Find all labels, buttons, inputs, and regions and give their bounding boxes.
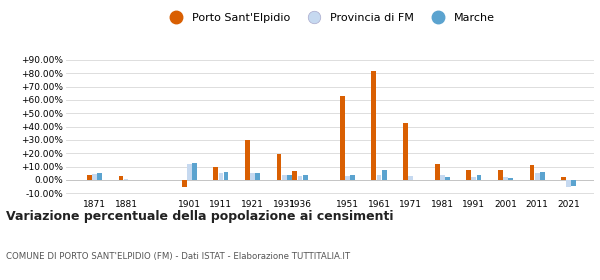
Bar bbox=[350, 175, 355, 180]
Bar bbox=[292, 171, 297, 180]
Bar bbox=[566, 180, 571, 187]
Bar bbox=[287, 175, 292, 180]
Bar bbox=[530, 165, 535, 180]
Bar bbox=[540, 172, 545, 180]
Bar bbox=[535, 173, 539, 180]
Bar bbox=[445, 177, 450, 180]
Bar bbox=[97, 173, 102, 180]
Bar bbox=[561, 177, 566, 180]
Bar bbox=[187, 164, 192, 180]
Bar bbox=[298, 176, 302, 180]
Bar bbox=[371, 71, 376, 180]
Bar bbox=[250, 173, 255, 180]
Bar bbox=[508, 178, 513, 180]
Bar bbox=[408, 176, 413, 180]
Bar bbox=[476, 175, 481, 180]
Bar bbox=[403, 123, 408, 180]
Bar bbox=[340, 96, 344, 180]
Bar bbox=[182, 180, 187, 187]
Bar bbox=[192, 163, 197, 180]
Bar bbox=[345, 176, 350, 180]
Legend: Porto Sant'Elpidio, Provincia di FM, Marche: Porto Sant'Elpidio, Provincia di FM, Mar… bbox=[161, 9, 499, 28]
Bar bbox=[255, 173, 260, 180]
Bar bbox=[571, 180, 576, 186]
Bar bbox=[498, 170, 503, 180]
Bar bbox=[382, 170, 386, 180]
Bar bbox=[214, 167, 218, 180]
Bar bbox=[434, 164, 440, 180]
Bar bbox=[119, 176, 124, 180]
Bar bbox=[87, 175, 92, 180]
Bar bbox=[218, 173, 223, 180]
Bar bbox=[472, 177, 476, 180]
Text: COMUNE DI PORTO SANT'ELPIDIO (FM) - Dati ISTAT - Elaborazione TUTTITALIA.IT: COMUNE DI PORTO SANT'ELPIDIO (FM) - Dati… bbox=[6, 252, 350, 261]
Bar bbox=[302, 175, 308, 180]
Bar bbox=[245, 140, 250, 180]
Bar bbox=[440, 175, 445, 180]
Bar bbox=[282, 175, 287, 180]
Bar bbox=[277, 154, 281, 180]
Bar bbox=[503, 177, 508, 180]
Text: Variazione percentuale della popolazione ai censimenti: Variazione percentuale della popolazione… bbox=[6, 210, 394, 223]
Bar bbox=[124, 179, 128, 180]
Bar bbox=[224, 172, 229, 180]
Bar bbox=[92, 174, 97, 180]
Bar bbox=[466, 170, 471, 180]
Bar bbox=[377, 175, 382, 180]
